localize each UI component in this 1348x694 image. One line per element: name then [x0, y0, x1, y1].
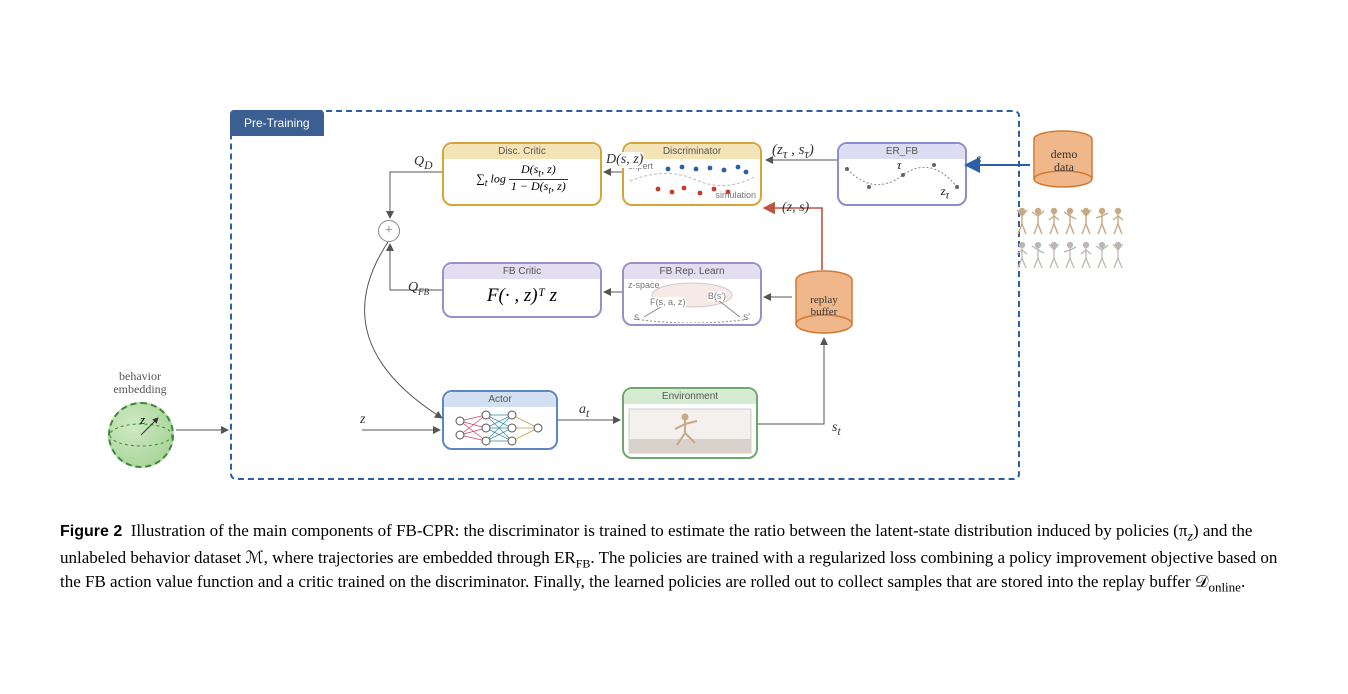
demo-to-erfb-arrow	[960, 155, 1032, 175]
z-edge-label: z	[360, 412, 365, 428]
pretraining-frame: Pre-Training Disc. Critic ∑t log D(st, z…	[230, 110, 1020, 480]
qd-label: QD	[414, 154, 433, 172]
behavior-sphere: z	[108, 402, 174, 468]
sphere-z-label: z	[140, 412, 145, 428]
caption-sub-fb: FB	[576, 556, 591, 570]
skeleton-row-2	[1010, 240, 1140, 274]
dsz-label: D(s, z)	[606, 152, 643, 168]
caption-part1: Illustration of the main components of F…	[131, 521, 1188, 540]
caption-sub-online: online	[1208, 579, 1241, 594]
behavior-embedding-label: behaviorembedding	[100, 370, 180, 396]
at-label: at	[579, 402, 589, 420]
demo-label: demodata	[1042, 148, 1086, 173]
demo-data-cylinder: demodata	[1030, 130, 1096, 190]
zs-label: (z, s)	[782, 200, 809, 216]
figure-label: Figure 2	[60, 523, 122, 540]
st-label: st	[832, 420, 841, 438]
ztau-stau-label: (τzτ , sτ)	[772, 142, 814, 162]
qfb-label: QFB	[408, 280, 429, 297]
caption-part4: .	[1241, 572, 1245, 591]
figure-caption: Figure 2 Illustration of the main compon…	[60, 520, 1288, 596]
sphere-to-actor-arrow	[174, 424, 234, 436]
skeleton-row-1	[1010, 206, 1140, 240]
